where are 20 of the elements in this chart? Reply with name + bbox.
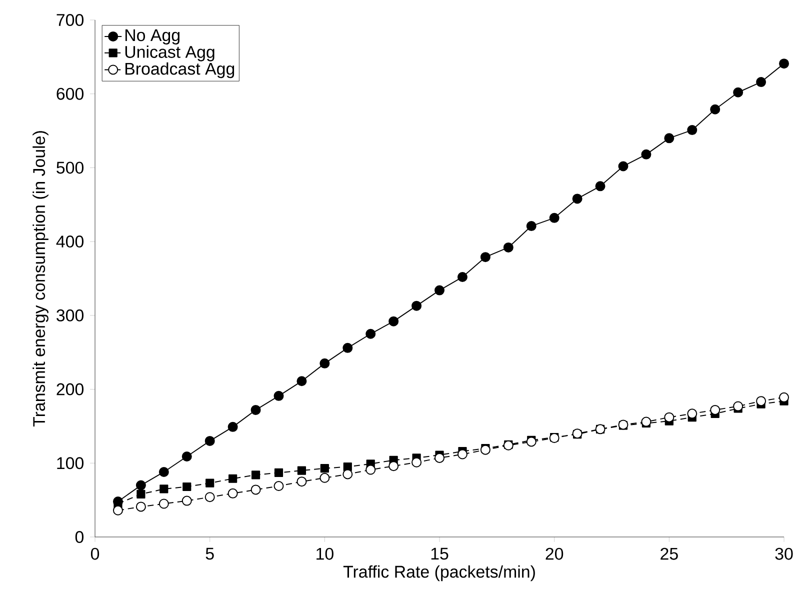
y-tick-label: 600 (56, 88, 84, 100)
legend-label: Unicast Agg (125, 46, 214, 62)
y-tick-label: 100 (57, 457, 84, 470)
y-axis-title: Transmit energy consumption (in Joule) (32, 131, 48, 427)
y-tick-label: 0 (75, 530, 84, 543)
x-tick-label: 0 (90, 548, 100, 560)
legend-label: Broadcast Agg (125, 62, 234, 78)
x-tick-label: 25 (660, 548, 678, 560)
x-tick-label: 30 (775, 548, 793, 560)
x-tick-label: 10 (316, 548, 334, 560)
x-axis-title: Traffic Rate (packets/min) (343, 565, 535, 582)
y-tick-label: 400 (56, 236, 84, 248)
x-tick-label: 15 (431, 548, 448, 560)
x-tick-label: 20 (546, 548, 564, 560)
y-tick-label: 200 (56, 383, 84, 396)
legend-label: No Agg (125, 29, 180, 45)
y-tick-label: 300 (56, 309, 84, 322)
y-tick-label: 500 (56, 162, 84, 174)
x-tick-label: 5 (206, 548, 214, 560)
y-tick-label: 700 (56, 14, 84, 26)
